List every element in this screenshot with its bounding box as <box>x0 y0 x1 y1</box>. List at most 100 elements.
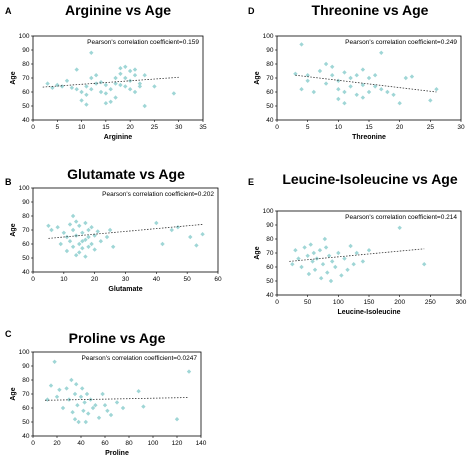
y-tick-label: 60 <box>22 241 30 248</box>
y-tick-label: 90 <box>22 363 30 370</box>
x-tick-label: 20 <box>396 124 404 131</box>
x-axis-label: Glutamate <box>108 286 142 293</box>
data-point <box>342 89 347 95</box>
data-point <box>113 75 118 81</box>
data-point <box>123 64 128 69</box>
x-tick-label: 100 <box>333 299 344 306</box>
data-point <box>72 417 78 422</box>
data-point <box>89 87 94 92</box>
y-tick-label: 40 <box>266 117 274 124</box>
chart-title: Glutamate vs Age <box>67 166 185 182</box>
y-tick-label: 50 <box>22 419 30 426</box>
data-point <box>372 73 378 78</box>
panel-letter: D <box>248 6 255 16</box>
data-point <box>160 241 165 247</box>
plot-area <box>276 210 462 296</box>
data-point <box>60 405 66 411</box>
data-point <box>312 267 318 272</box>
data-point <box>296 256 301 261</box>
data-point <box>107 227 113 233</box>
data-point <box>92 247 97 252</box>
data-point <box>84 102 89 107</box>
data-point <box>141 404 146 409</box>
data-point <box>385 89 390 95</box>
x-tick-label: 25 <box>151 124 159 131</box>
data-point <box>120 405 126 411</box>
trend-line <box>295 74 437 93</box>
data-point <box>84 84 89 89</box>
data-point <box>98 239 104 244</box>
data-point <box>348 243 353 249</box>
x-tick-label: 0 <box>31 440 35 447</box>
x-tick-label: 10 <box>78 124 86 131</box>
data-point <box>77 241 82 247</box>
data-point <box>104 234 110 240</box>
data-point <box>58 241 63 247</box>
data-point <box>52 359 57 364</box>
data-point <box>86 227 91 233</box>
x-tick-label: 30 <box>457 124 465 131</box>
data-point <box>82 400 87 405</box>
data-point <box>67 222 73 227</box>
data-point <box>86 234 91 240</box>
y-tick-label: 100 <box>263 208 274 215</box>
data-point <box>391 92 396 97</box>
correlation-annotation: Pearson's correlation coefficient=0.202 <box>102 191 214 198</box>
data-point <box>108 87 113 92</box>
data-point <box>64 248 70 254</box>
data-point <box>137 84 143 89</box>
y-tick-label: 40 <box>266 292 274 299</box>
y-tick-label: 90 <box>266 47 274 54</box>
data-point <box>342 256 347 261</box>
y-axis-label: Age <box>10 71 17 84</box>
data-point <box>105 408 110 413</box>
y-tick-label: 100 <box>19 185 30 192</box>
plot-area <box>32 35 204 121</box>
data-point <box>80 239 85 244</box>
data-point <box>46 223 51 228</box>
data-point <box>95 229 100 234</box>
panel-letter: C <box>5 329 12 339</box>
data-point <box>311 89 316 95</box>
data-point <box>103 82 109 88</box>
x-tick-label: 0 <box>31 276 35 283</box>
data-point <box>142 73 147 78</box>
data-point <box>123 75 128 81</box>
data-point <box>83 254 88 259</box>
y-tick-label: 60 <box>22 405 30 412</box>
data-point <box>64 78 70 83</box>
data-point <box>342 70 347 75</box>
data-point <box>93 403 98 408</box>
correlation-annotation: Pearson's correlation coefficient=0.249 <box>345 39 457 46</box>
data-point <box>186 369 192 374</box>
data-point <box>96 415 102 420</box>
data-point <box>81 408 86 413</box>
data-point <box>67 239 73 244</box>
x-tick-label: 0 <box>275 299 279 306</box>
data-point <box>93 81 99 86</box>
chart-panel-d: D Threonine vs Age 40 50 60 70 80 90 100 0 5 10 15 20… <box>248 2 465 141</box>
data-point <box>54 394 60 399</box>
data-point <box>351 262 356 267</box>
y-tick-label: 60 <box>266 89 274 96</box>
data-point <box>154 220 159 226</box>
data-point <box>113 95 118 100</box>
x-axis-label: Arginine <box>104 134 132 141</box>
data-point <box>299 42 304 47</box>
y-tick-label: 50 <box>22 103 30 110</box>
x-tick-label: 15 <box>365 124 373 131</box>
y-tick-label: 100 <box>263 33 274 40</box>
data-point <box>299 264 304 270</box>
data-point <box>74 67 79 72</box>
data-point <box>83 237 88 242</box>
x-tick-label: 5 <box>55 124 59 131</box>
data-point <box>320 262 326 267</box>
data-point <box>93 73 99 78</box>
correlation-annotation: Pearson's correlation coefficient=0.0247 <box>82 355 198 362</box>
chart-title: Proline vs Age <box>69 330 166 346</box>
y-axis-label: Age <box>10 223 17 236</box>
data-point <box>397 225 402 230</box>
data-point <box>325 270 330 275</box>
chart-title: Arginine vs Age <box>65 2 171 18</box>
y-tick-label: 40 <box>22 433 30 440</box>
